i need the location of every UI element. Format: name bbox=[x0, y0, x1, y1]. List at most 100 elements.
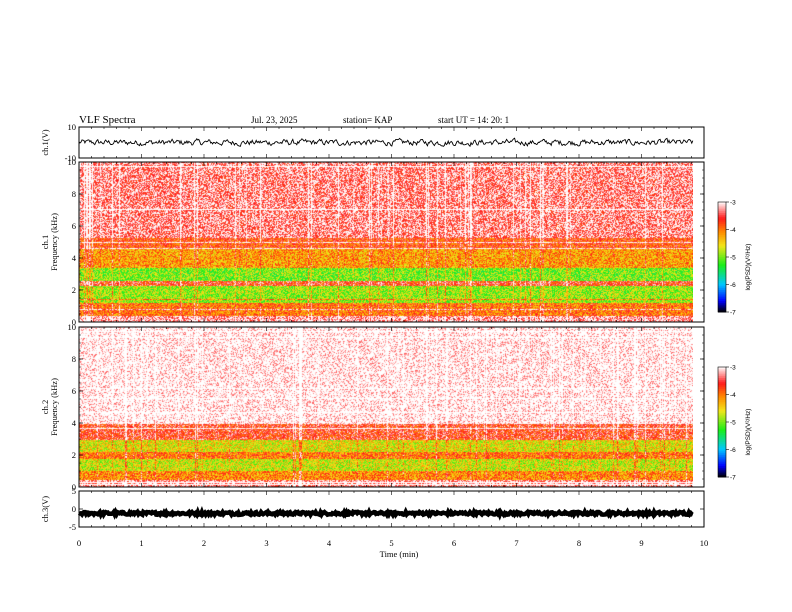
colorbar-swatch bbox=[718, 282, 726, 285]
colorbar-swatch bbox=[718, 401, 726, 405]
colorbar-swatch bbox=[718, 385, 726, 388]
colorbar-swatch bbox=[718, 291, 726, 295]
y-tick-label: 8 bbox=[72, 354, 76, 364]
colorbar-swatch bbox=[718, 286, 726, 289]
colorbar-swatch bbox=[718, 409, 726, 412]
colorbar-swatch bbox=[718, 376, 726, 379]
colorbar-swatch bbox=[718, 264, 726, 267]
colorbar-swatch bbox=[718, 231, 726, 234]
colorbar-swatch bbox=[718, 374, 726, 377]
y-axis-label: ch.1 bbox=[40, 235, 50, 249]
colorbar-swatch bbox=[718, 429, 726, 432]
y-tick-label: 2 bbox=[72, 285, 76, 295]
header-station: station= KAP bbox=[343, 115, 392, 125]
colorbar-swatch bbox=[718, 229, 726, 232]
colorbar-swatch bbox=[718, 284, 726, 287]
y-tick-label: -10 bbox=[65, 153, 76, 163]
colorbar-tick-label: -3 bbox=[730, 365, 736, 372]
y-axis-label: Frequency (kHz) bbox=[49, 378, 59, 436]
colorbar-swatch bbox=[718, 249, 726, 252]
time-axis-label: Time (min) bbox=[380, 549, 419, 559]
colorbar-swatch bbox=[718, 462, 726, 465]
colorbar-swatch bbox=[718, 425, 726, 428]
colorbar-swatch bbox=[718, 396, 726, 399]
colorbar-swatch bbox=[718, 449, 726, 452]
colorbar-tick-label: -4 bbox=[730, 392, 736, 399]
colorbar-tick-label: -6 bbox=[730, 282, 736, 289]
colorbar-swatch bbox=[718, 394, 726, 397]
colorbar-swatch bbox=[718, 238, 726, 241]
colorbar-swatch bbox=[718, 466, 726, 469]
colorbar-swatch bbox=[718, 224, 726, 227]
y-tick-label: 2 bbox=[72, 450, 76, 460]
colorbar-swatch bbox=[718, 236, 726, 240]
ch1-spectrogram-image bbox=[79, 162, 693, 322]
colorbar-swatch bbox=[718, 216, 726, 219]
colorbar-swatch bbox=[718, 379, 726, 383]
colorbar-swatch bbox=[718, 288, 726, 291]
y-tick-label: 6 bbox=[72, 386, 76, 396]
colorbar-swatch bbox=[718, 209, 726, 212]
colorbar-swatch bbox=[718, 308, 726, 311]
colorbar-swatch bbox=[718, 269, 726, 273]
colorbar-swatch bbox=[718, 456, 726, 460]
header-date: Jul. 23, 2025 bbox=[251, 115, 298, 125]
x-tick-label: 7 bbox=[514, 538, 518, 548]
colorbar-swatch bbox=[718, 447, 726, 450]
colorbar-swatch bbox=[718, 420, 726, 423]
colorbar-swatch bbox=[718, 251, 726, 254]
colorbar-swatch bbox=[718, 227, 726, 230]
ch1-waveform-panel: 10 -10 ch.1(V) bbox=[40, 122, 705, 163]
colorbar-swatch bbox=[718, 453, 726, 456]
x-tick-label: 10 bbox=[700, 538, 709, 548]
colorbar-swatch bbox=[718, 214, 726, 218]
ch1-waveform-trace bbox=[78, 137, 694, 148]
y-axis-label: ch.1(V) bbox=[40, 129, 50, 155]
colorbar-swatch bbox=[718, 299, 726, 302]
y-tick-label: 4 bbox=[72, 253, 77, 263]
time-axis: 0 1 2 3 4 5 6 7 8 9 10 bbox=[77, 538, 708, 548]
colorbar-swatch bbox=[718, 423, 726, 427]
colorbar-swatch bbox=[718, 295, 726, 298]
ch1-colorbar: -3 -4 -5 -6 -7 log(PSD)(V²/Hz) bbox=[717, 200, 752, 317]
colorbar-swatch bbox=[718, 304, 726, 307]
colorbar-swatch bbox=[718, 233, 726, 236]
colorbar-swatch bbox=[718, 290, 726, 293]
colorbar-tick-label: -5 bbox=[730, 255, 736, 262]
colorbar-swatch bbox=[718, 260, 726, 263]
colorbar-swatch bbox=[718, 244, 726, 247]
colorbar-swatch bbox=[718, 464, 726, 467]
colorbar-swatch bbox=[718, 240, 726, 243]
x-tick-label: 8 bbox=[577, 538, 581, 548]
colorbar-swatch bbox=[718, 455, 726, 458]
y-tick-label: 0 bbox=[72, 504, 76, 514]
colorbar-swatch bbox=[718, 268, 726, 271]
y-tick-label: 4 bbox=[72, 418, 77, 428]
x-tick-label: 6 bbox=[452, 538, 456, 548]
ch2-colorbar: -3 -4 -5 -6 -7 log(PSD)(V²/Hz) bbox=[717, 365, 752, 482]
colorbar-swatch bbox=[718, 383, 726, 386]
y-tick-label: 6 bbox=[72, 221, 76, 231]
colorbar-tick-label: -5 bbox=[730, 420, 736, 427]
colorbar-swatch bbox=[718, 469, 726, 472]
colorbar-swatch bbox=[718, 370, 726, 373]
y-tick-label: 0 bbox=[72, 482, 76, 492]
colorbar-label: log(PSD)(V²/Hz) bbox=[745, 244, 752, 291]
colorbar-swatch bbox=[718, 367, 726, 370]
colorbar-swatch bbox=[718, 213, 726, 216]
y-tick-label: 10 bbox=[68, 122, 77, 132]
colorbar-swatch bbox=[718, 473, 726, 476]
x-tick-label: 4 bbox=[327, 538, 332, 548]
ch2-spectrogram-panel: 0 2 4 6 8 10 ch.2 Frequency (kHz) bbox=[40, 322, 705, 492]
colorbar-swatch bbox=[718, 387, 726, 390]
colorbar-swatch bbox=[718, 242, 726, 245]
colorbar-swatch bbox=[718, 444, 726, 447]
colorbar-tick-label: -6 bbox=[730, 447, 736, 454]
colorbar-swatch bbox=[718, 451, 726, 454]
y-tick-label: 10 bbox=[68, 322, 77, 332]
x-tick-label: 1 bbox=[139, 538, 143, 548]
colorbar-swatch bbox=[718, 405, 726, 408]
colorbar-swatch bbox=[718, 416, 726, 419]
y-tick-label: 8 bbox=[72, 189, 76, 199]
